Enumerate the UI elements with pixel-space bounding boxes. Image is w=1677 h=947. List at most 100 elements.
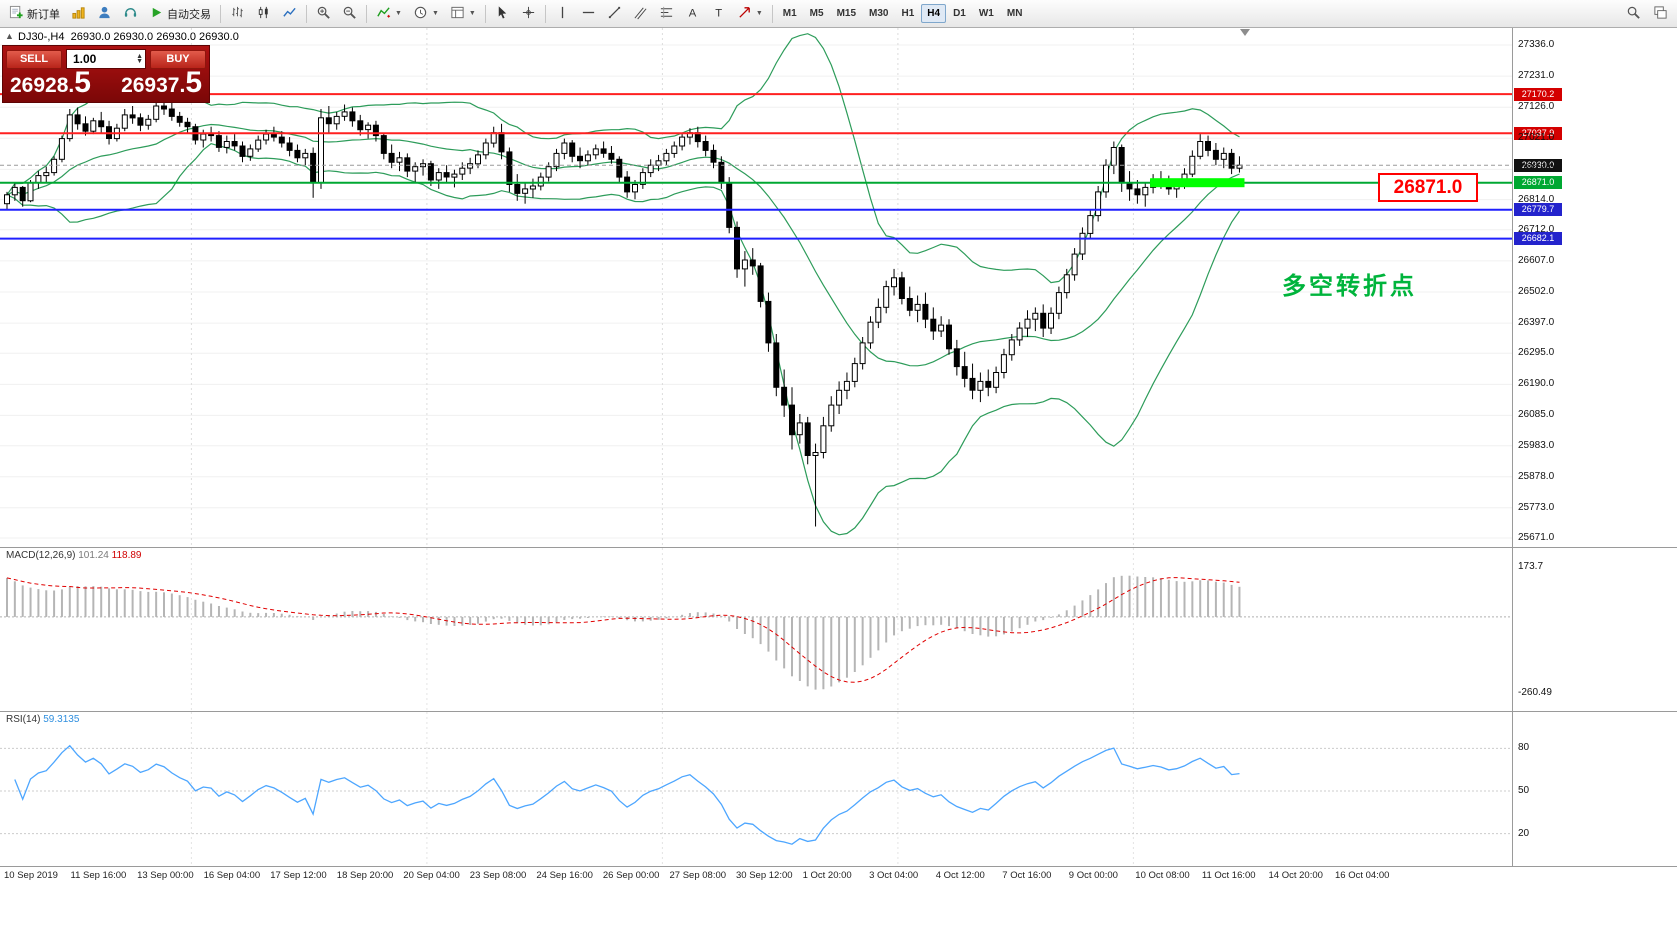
bar-chart-icon	[230, 5, 245, 23]
arrows-button[interactable]: ▼	[732, 2, 768, 26]
new-order-icon	[9, 5, 24, 23]
annotation-text[interactable]: 多空转折点	[1282, 273, 1417, 300]
timeframe-button-H1[interactable]: H1	[901, 8, 915, 19]
bollinger-lower-line	[6, 143, 1240, 536]
search-button[interactable]	[1621, 2, 1646, 26]
timeframe-group: M1 M5 M15 M30 H1 H4 D1 W1 MN	[777, 4, 1029, 23]
cursor-button[interactable]	[490, 2, 515, 26]
chart-bars-button[interactable]	[225, 2, 250, 26]
time-axis-label: 1 Oct 20:00	[802, 870, 852, 881]
chevron-down-icon: ▼	[468, 10, 476, 17]
arrow-icon	[737, 5, 752, 23]
toolbar: 新订单 自动交易 ▼ ▼ ▼ A T ▼ M1 M5 M15 M30 H1 H4 D1 W1 M…	[0, 0, 1677, 28]
price-callout[interactable]: 26871.0	[1378, 173, 1478, 202]
toolbar-separator	[306, 4, 307, 23]
rsi-label: RSI(14) 59.3135	[6, 714, 80, 725]
price-axis-label: 25878.0	[1518, 470, 1555, 482]
price-axis-label: 25671.0	[1518, 532, 1555, 543]
trendline-button[interactable]	[602, 2, 627, 26]
sell-button[interactable]: SELL	[6, 49, 62, 69]
macd-signal-value: 118.89	[111, 550, 142, 561]
new-order-button[interactable]: 新订单	[4, 2, 65, 26]
candles	[4, 95, 1243, 527]
label-button[interactable]: T	[706, 2, 731, 26]
axis-price-tag: 26682.1	[1514, 232, 1562, 246]
timeframe-button-M30[interactable]: M30	[869, 8, 889, 19]
macd-scale-top: 173.7	[1518, 560, 1544, 572]
macd-main-value: 101.24	[78, 550, 109, 561]
zoom-in-button[interactable]	[311, 2, 336, 26]
buy-price: 26937.5	[121, 66, 202, 99]
collapse-panel-icon[interactable]: ▲	[5, 31, 14, 41]
support-button[interactable]	[118, 2, 143, 26]
text-button[interactable]: A	[680, 2, 705, 26]
indicators-button[interactable]: ▼	[371, 2, 407, 26]
autotrading-button[interactable]: 自动交易	[144, 2, 216, 26]
macd-label: MACD(12,26,9) 101.24 118.89	[6, 550, 142, 561]
horizontal-line-icon	[581, 5, 596, 23]
vertical-line-icon	[555, 5, 570, 23]
volume-up-icon[interactable]: ▲	[136, 53, 143, 60]
time-axis-separator	[0, 866, 1677, 867]
panel-separator[interactable]	[0, 547, 1677, 548]
chevron-down-icon: ▼	[395, 10, 402, 17]
timeframe-button-H4[interactable]: H4	[921, 4, 947, 23]
timeframe-button-M1[interactable]: M1	[782, 8, 797, 19]
chart-candles-button[interactable]	[251, 2, 276, 26]
chart-shift-marker-icon[interactable]	[1240, 29, 1250, 36]
time-axis-label: 30 Sep 12:00	[736, 870, 793, 881]
autotrading-label: 自动交易	[167, 8, 211, 21]
timeframe-button-W1[interactable]: W1	[978, 8, 994, 19]
time-axis-label: 16 Sep 04:00	[203, 870, 261, 881]
timeframe-button-MN[interactable]: MN	[1006, 8, 1023, 19]
clock-icon	[413, 5, 428, 23]
price-axis-label: 26916.0	[1518, 163, 1555, 175]
price-axis-label: 26085.0	[1518, 409, 1555, 421]
time-axis-label: 3 Oct 04:00	[869, 870, 919, 881]
chart-window: ▲ DJ30-,H4 26930.0 26930.0 26930.0 26930…	[0, 28, 1677, 947]
market-icon	[71, 5, 86, 23]
zoom-out-icon	[342, 5, 357, 23]
volume-down-icon[interactable]: ▼	[136, 58, 143, 65]
chart-line-button[interactable]	[277, 2, 302, 26]
community-button[interactable]	[92, 2, 117, 26]
timeframe-button-D1[interactable]: D1	[953, 8, 966, 19]
rsi-scale-label: 20	[1518, 827, 1530, 839]
text-icon: A	[685, 5, 700, 23]
current-price-tag: 26930.0	[1514, 158, 1562, 172]
price-axis-label: 26502.0	[1518, 286, 1555, 297]
periods-button[interactable]: ▼	[408, 2, 444, 26]
timeframe-button-M5[interactable]: M5	[809, 8, 824, 19]
trendline-icon	[607, 5, 622, 23]
macd-panel-canvas[interactable]	[0, 548, 1512, 711]
main-chart-canvas[interactable]	[0, 28, 1512, 547]
vline-button[interactable]	[550, 2, 575, 26]
cursor-icon	[495, 5, 510, 23]
fibonacci-button[interactable]	[654, 2, 679, 26]
time-axis-label: 13 Sep 00:00	[137, 870, 194, 881]
zoom-in-icon	[316, 5, 331, 23]
timeframe-button-M15[interactable]: M15	[836, 8, 857, 19]
volume-input[interactable]: 1.00 ▲ ▼	[66, 49, 146, 69]
rsi-line	[14, 744, 1240, 845]
svg-text:A: A	[689, 7, 697, 19]
price-axis-label: 26814.0	[1518, 193, 1555, 205]
hline-button[interactable]	[576, 2, 601, 26]
market-watch-button[interactable]	[66, 2, 91, 26]
buy-button[interactable]: BUY	[150, 49, 206, 69]
templates-button[interactable]: ▼	[445, 2, 481, 26]
channel-button[interactable]	[628, 2, 653, 26]
rsi-panel-canvas[interactable]	[0, 712, 1512, 866]
highlight-segment[interactable]	[1150, 178, 1245, 188]
price-axis-label: 26190.0	[1518, 378, 1555, 390]
svg-text:T: T	[715, 7, 722, 19]
zoom-out-button[interactable]	[337, 2, 362, 26]
windows-button[interactable]	[1648, 2, 1673, 26]
chart-title: DJ30-,H4 26930.0 26930.0 26930.0 26930.0	[18, 31, 239, 43]
axis-price-tag: 26779.7	[1514, 203, 1562, 217]
indicators-icon	[376, 5, 391, 23]
price-axis-label: 27126.0	[1518, 101, 1555, 113]
panel-separator[interactable]	[0, 711, 1677, 712]
one-click-trading-panel: SELL 1.00 ▲ ▼ BUY 26928.5 26937.5	[2, 45, 210, 103]
crosshair-button[interactable]	[516, 2, 541, 26]
